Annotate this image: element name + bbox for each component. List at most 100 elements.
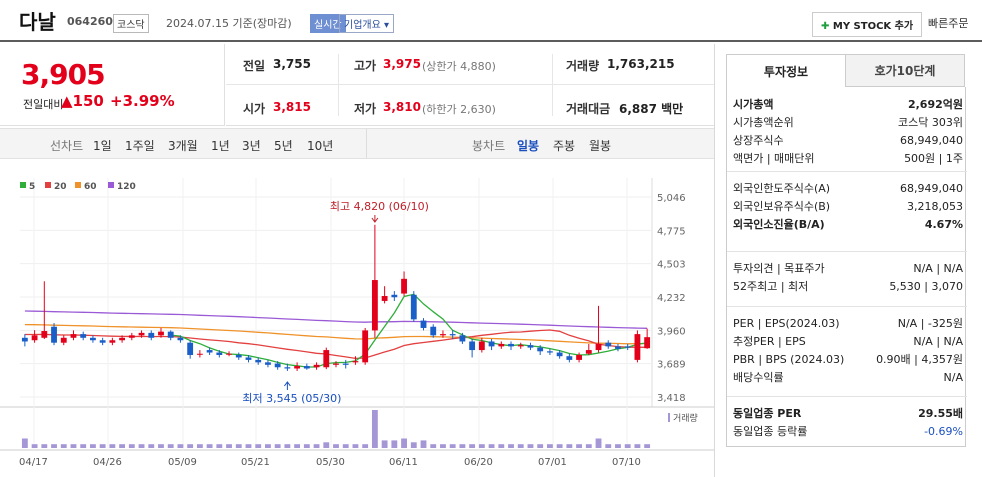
info-row: 액면가 | 매매단위 500원 | 1주 — [733, 149, 963, 167]
candle-body — [566, 356, 573, 360]
volume-bar — [381, 440, 388, 448]
candle-body — [177, 337, 184, 341]
y-tick-label: 4,503 — [657, 260, 686, 271]
tab-orderbook[interactable]: 호가10단계 — [845, 54, 965, 87]
info-value: 68,949,040 — [900, 133, 963, 147]
quick-order-link[interactable]: 빠른주문 — [928, 17, 969, 30]
volume-bar — [51, 444, 57, 448]
volume-bar — [488, 444, 495, 448]
candle-body — [109, 340, 116, 343]
info-key: 외국인한도주식수(A) — [733, 182, 831, 195]
candle-body — [235, 354, 242, 358]
info-key: 동일업종 등락률 — [733, 425, 808, 438]
candle-body — [187, 342, 194, 355]
volume-bar — [527, 444, 534, 448]
info-key: 외국인보유주식수(B) — [733, 200, 831, 213]
candle-body — [605, 342, 612, 347]
volume-bar — [303, 444, 310, 448]
candle-body — [41, 331, 48, 338]
info-value: 3,218,053 — [907, 199, 963, 213]
candle-body — [80, 334, 87, 338]
candle-body — [401, 278, 407, 294]
section-divider — [727, 251, 967, 252]
bar-divider — [366, 129, 367, 158]
company-info-dropdown[interactable]: 기업개요 ▾ — [339, 14, 394, 33]
candle-body — [459, 335, 466, 342]
candle-chart-label: 봉차트 — [472, 139, 506, 153]
volume-bar — [138, 444, 145, 448]
candle-body — [362, 330, 369, 363]
info-row: 외국인보유주식수(B) 3,218,053 — [733, 197, 963, 215]
high-arrow — [371, 215, 379, 223]
ma60-line — [24, 323, 648, 345]
candle-body — [226, 353, 232, 355]
info-row: 동일업종 등락률 -0.69% — [733, 422, 963, 440]
section-divider — [727, 171, 967, 172]
period-3y[interactable]: 3년 — [242, 139, 261, 153]
candle-daily[interactable]: 일봉 — [517, 139, 540, 153]
candle-body — [342, 363, 349, 365]
info-value: 2,692억원 — [907, 98, 963, 111]
volume-bar — [644, 444, 651, 448]
volume-bar — [605, 444, 612, 448]
stock-chart[interactable]: 5 20 60 120 5,046 4,775 4,503 4,232 3,960 3,689 3… — [0, 160, 714, 477]
panel-divider — [714, 44, 715, 477]
tab-invest-info[interactable]: 투자정보 — [726, 54, 846, 87]
volume-bar — [235, 444, 242, 448]
legend-label: 5 — [29, 182, 35, 192]
volume-bar — [216, 444, 223, 448]
low-value: 3,810 — [383, 100, 421, 114]
volume-value: 1,763,215 — [607, 57, 675, 71]
volume-bar — [556, 444, 563, 448]
stock-code: 064260 — [67, 15, 113, 28]
period-10y[interactable]: 10년 — [307, 139, 334, 153]
volume-bar — [459, 444, 466, 448]
candle-monthly[interactable]: 월봉 — [589, 139, 612, 153]
info-key: PBR | BPS (2024.03) — [733, 352, 845, 366]
candle-body — [255, 359, 262, 363]
y-tick-label: 5,046 — [657, 193, 686, 204]
low-label: 저가 — [354, 102, 377, 116]
x-tick-label: 06/11 — [389, 457, 418, 468]
volume-bar — [352, 444, 359, 448]
candle-body — [70, 334, 77, 338]
volume-bar — [615, 444, 621, 448]
period-1w[interactable]: 1주일 — [125, 139, 155, 153]
volume-bar — [410, 442, 417, 448]
info-key: 시가총액순위 — [733, 116, 794, 129]
candle-body — [595, 343, 602, 351]
volume-bars — [21, 410, 670, 448]
prev-label: 전일 — [243, 59, 266, 73]
candle-body — [99, 340, 106, 343]
volume-bar — [206, 444, 213, 448]
prev-value: 3,755 — [273, 57, 311, 71]
info-value: 4.67% — [924, 217, 963, 231]
volume-bar — [313, 444, 320, 448]
period-3m[interactable]: 3개월 — [168, 139, 198, 153]
period-5y[interactable]: 5년 — [274, 139, 293, 153]
moving-averages — [24, 293, 648, 368]
amount-value: 6,887 백만 — [619, 102, 684, 116]
candle-body — [449, 334, 456, 336]
volume-bar — [449, 444, 456, 448]
info-value: N/A | N/A — [913, 334, 963, 348]
candle-body — [51, 326, 57, 343]
mystock-add-button[interactable]: ✚ MY STOCK 추가 — [812, 12, 923, 37]
period-1d[interactable]: 1일 — [93, 139, 112, 153]
period-1y[interactable]: 1년 — [211, 139, 230, 153]
volume-bar — [70, 444, 77, 448]
realtime-button[interactable]: 실시간 — [310, 14, 346, 33]
candle-weekly[interactable]: 주봉 — [553, 139, 576, 153]
legend-swatch — [75, 182, 81, 188]
period-bar: 선차트 1일 1주일 3개월 1년 3년 5년 10년 봉차트 일봉 주봉 월봉 — [0, 128, 714, 159]
volume-bar — [109, 444, 116, 448]
candle-body — [128, 335, 135, 338]
change-label: 전일대비 — [23, 98, 64, 111]
volume-bar — [537, 444, 544, 448]
legend-swatch — [108, 182, 114, 188]
candle-body — [196, 353, 203, 355]
price-box — [0, 44, 225, 126]
info-row: 배당수익률 N/A — [733, 368, 963, 386]
volume-bar — [546, 444, 553, 448]
volume-bar — [333, 444, 339, 448]
